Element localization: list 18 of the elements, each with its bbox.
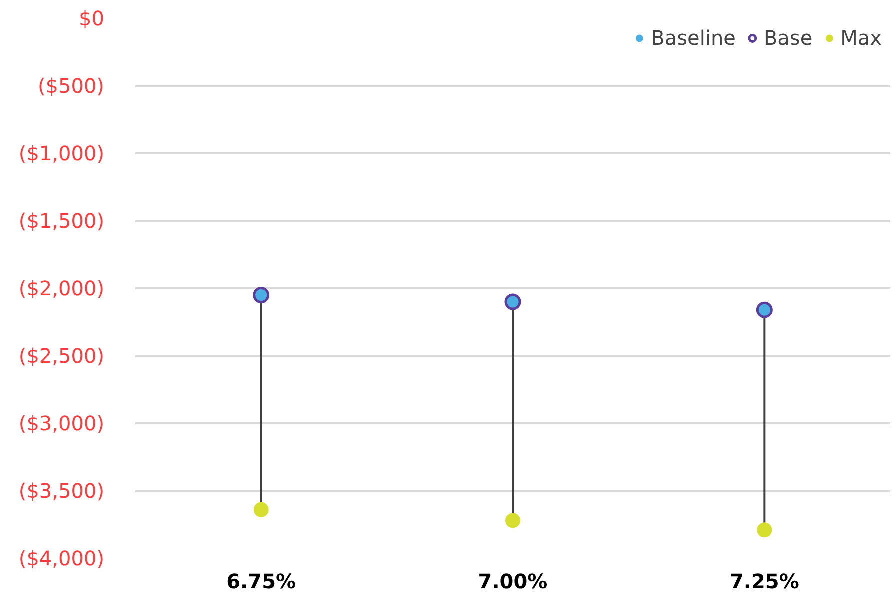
legend-label: Base bbox=[764, 26, 813, 50]
y-tick-label: ($3,500) bbox=[18, 479, 105, 503]
point bbox=[254, 502, 269, 518]
x-tick-label: 7.25% bbox=[730, 570, 800, 594]
x-tick-label: 7.00% bbox=[478, 570, 548, 594]
x-tick-label: 6.75% bbox=[226, 570, 296, 594]
y-tick-label: $0 bbox=[79, 6, 105, 30]
y-tick-label: ($500) bbox=[38, 74, 105, 98]
point bbox=[506, 513, 520, 528]
point bbox=[757, 522, 772, 538]
y-tick-label: ($4,000) bbox=[18, 546, 105, 570]
y-tick-label: ($2,500) bbox=[18, 344, 105, 368]
y-tick-label: ($1,000) bbox=[18, 142, 105, 166]
y-tick-label: ($2,000) bbox=[18, 276, 105, 300]
legend-label: Max bbox=[840, 26, 882, 50]
y-tick-label: ($1,500) bbox=[18, 209, 105, 233]
y-tick-label: ($3,000) bbox=[18, 412, 105, 436]
legend-label: Baseline bbox=[651, 26, 736, 50]
